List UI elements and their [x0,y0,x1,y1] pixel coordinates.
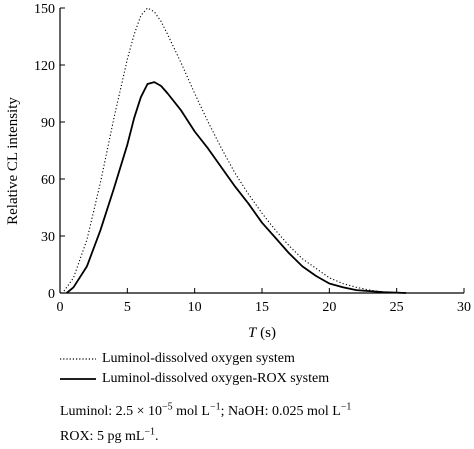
series-line-dotted [63,7,397,294]
chart-series [63,7,407,294]
note-rox: ROX: 5 pg mL [60,429,145,444]
x-tick-label: 15 [255,300,269,315]
legend-item-dotted: Luminol-dissolved oxygen system [60,349,470,369]
y-tick-label: 120 [34,59,55,74]
x-tick-label: 25 [390,300,404,315]
note-luminol: Luminol: 2.5 × 10 [60,404,163,419]
legend-label-dotted: Luminol-dissolved oxygen system [102,351,295,366]
legend-label-solid: Luminol-dissolved oxygen-ROX system [102,371,330,386]
chart-axes [59,8,464,294]
series-line-solid [66,81,407,294]
note-luminol-unit-exp: −1 [210,401,221,413]
x-axis-title-var: T [248,325,258,341]
y-tick-label: 30 [41,230,55,245]
x-axis-title: T (s) [248,325,276,341]
legend-swatch-dotted [60,358,96,360]
note-luminol-unit: mol L [172,404,210,419]
legend-swatch-solid [60,378,96,380]
x-tick-label: 20 [322,300,336,315]
y-tick-label: 90 [41,116,55,131]
note-naoh: ; NaOH: 0.025 mol L [220,404,341,419]
y-tick-label: 0 [48,287,55,302]
y-axis-title: Relative CL intensity [5,97,21,225]
note-naoh-exp: −1 [340,401,352,413]
note-rox-exp: −1 [144,426,156,438]
legend: Luminol-dissolved oxygen system Luminol-… [60,349,470,389]
x-tick-label: 0 [57,300,64,315]
x-tick-label: 5 [124,300,131,315]
chart-ticks: 0 5 10 15 20 25 30 0 30 60 90 120 150 [34,2,471,315]
chart: 0 5 10 15 20 25 30 0 30 60 90 120 150 Relative CL in… [5,2,471,341]
y-tick-label: 150 [34,2,55,17]
legend-item-solid: Luminol-dissolved oxygen-ROX system [60,369,470,389]
x-tick-label: 30 [457,300,471,315]
x-axis-title-unit: (s) [256,325,276,341]
conditions-notes: Luminol: 2.5 × 10−5 mol L−1; NaOH: 0.025… [60,399,351,449]
y-tick-label: 60 [41,173,55,188]
note-rox-line: ROX: 5 pg mL−1. [60,424,351,449]
note-luminol-exp: −5 [162,401,173,413]
note-rox-end: . [155,429,159,444]
note-luminol-naoh: Luminol: 2.5 × 10−5 mol L−1; NaOH: 0.025… [60,399,351,424]
x-tick-label: 10 [188,300,202,315]
